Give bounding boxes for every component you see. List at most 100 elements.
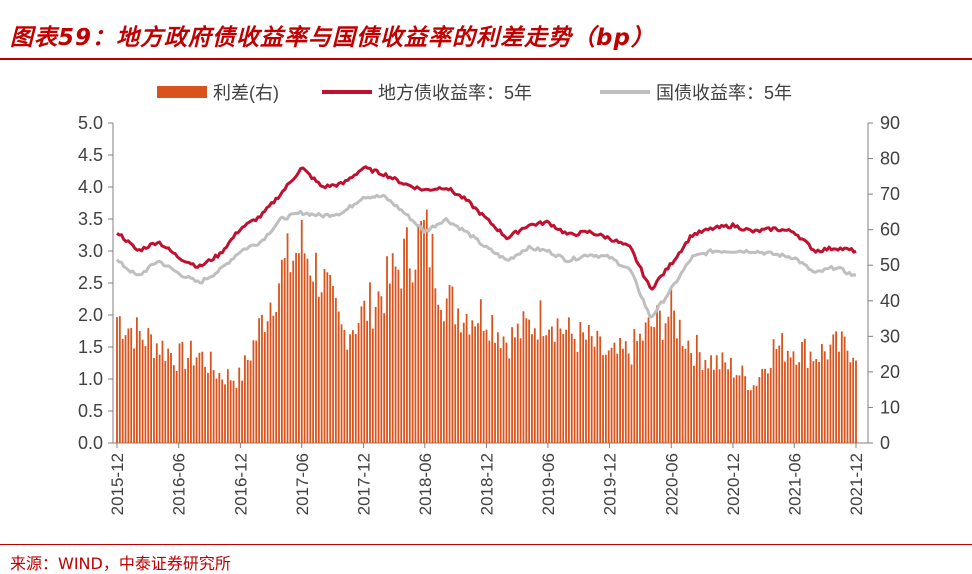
spread-bar	[516, 323, 519, 443]
spread-bar	[701, 369, 704, 443]
spread-bar	[462, 322, 465, 443]
y-left-tick-label: 1.0	[78, 369, 103, 389]
title-rule	[0, 58, 972, 60]
spread-bar	[266, 321, 269, 443]
spread-bar	[144, 346, 147, 443]
spread-bar	[195, 357, 198, 443]
spread-bar	[823, 351, 826, 443]
spread-bar	[596, 330, 599, 443]
spread-bar	[340, 324, 343, 443]
spread-bar	[332, 285, 334, 443]
spread-bar	[133, 348, 135, 443]
spread-bar	[235, 387, 238, 443]
spread-bar	[124, 335, 127, 443]
spread-bar	[269, 302, 272, 443]
spread-bar	[224, 384, 226, 443]
spread-bar	[565, 329, 567, 443]
spread-bar	[550, 326, 553, 443]
spread-bar	[766, 373, 769, 443]
y-left-tick-label: 3.0	[78, 241, 103, 261]
spread-bar	[315, 252, 317, 443]
spread-bar	[161, 340, 164, 443]
spread-bar	[678, 319, 681, 443]
bars-series	[116, 209, 857, 443]
spread-bar	[167, 348, 170, 443]
spread-bar	[448, 284, 451, 443]
spread-bar	[371, 328, 374, 443]
spread-bar	[229, 380, 232, 443]
spread-bar	[425, 209, 428, 443]
spread-bar	[491, 315, 494, 443]
spread-bar	[764, 368, 766, 443]
spread-bar	[360, 306, 363, 443]
spread-bar	[192, 365, 195, 443]
spread-bar	[283, 258, 286, 443]
spread-bar	[738, 375, 741, 443]
spread-bar	[687, 340, 690, 443]
spread-bar	[769, 367, 772, 443]
spread-bar	[394, 266, 397, 443]
spread-bar	[636, 340, 639, 443]
spread-bar	[408, 268, 411, 443]
spread-bar	[522, 311, 525, 443]
spread-bar	[445, 298, 448, 443]
spread-bar	[357, 323, 360, 443]
spread-bar	[343, 330, 346, 443]
spread-bar	[744, 376, 747, 443]
spread-bar	[639, 333, 641, 443]
spread-bar	[218, 373, 221, 443]
spread-bar	[366, 320, 369, 443]
spread-bar	[707, 368, 710, 443]
spread-bar	[840, 331, 843, 443]
spread-bar	[718, 369, 721, 443]
spread-bar	[374, 306, 377, 443]
spread-bar	[201, 351, 204, 443]
spread-bar	[610, 347, 613, 443]
spread-bar	[226, 369, 229, 443]
y-left-tick-label: 2.0	[78, 305, 103, 325]
spread-bar	[585, 339, 587, 443]
spread-bar	[761, 368, 764, 443]
spread-bar	[209, 351, 212, 443]
spread-bar	[477, 323, 479, 443]
spread-bar	[684, 348, 687, 443]
spread-bar	[843, 336, 846, 443]
spread-bar	[525, 318, 528, 443]
spread-bar	[627, 353, 630, 443]
spread-bar	[258, 318, 261, 443]
spread-bar	[334, 297, 337, 443]
spread-bar	[471, 320, 474, 443]
spread-bar	[653, 327, 656, 443]
spread-bar	[698, 352, 701, 443]
spread-bar	[465, 313, 468, 443]
spread-bar	[118, 316, 121, 443]
spread-bar	[835, 331, 838, 443]
spread-bar	[570, 333, 573, 443]
y-left-tick-label: 1.5	[78, 337, 103, 357]
spread-bar	[658, 310, 661, 443]
chart-legend: 利差(右) 地方债收益率：5年 国债收益率：5年	[157, 83, 792, 103]
spread-bar	[735, 375, 738, 443]
spread-bar	[775, 348, 778, 443]
spread-bar	[170, 352, 172, 443]
spread-bar	[792, 351, 795, 443]
spread-bar	[712, 369, 715, 443]
line-series	[115, 165, 857, 319]
spread-bar	[263, 332, 266, 443]
spread-bar	[693, 365, 695, 443]
spread-bar	[710, 355, 712, 443]
spread-bar	[579, 321, 582, 443]
spread-bar	[431, 233, 434, 443]
spread-bar	[147, 328, 150, 443]
spread-bar	[215, 378, 218, 443]
x-tick-label: 2015-12	[108, 453, 127, 515]
legend-label: 利差(右)	[213, 83, 279, 103]
spread-bar	[772, 339, 775, 443]
spread-bar	[650, 326, 653, 443]
spread-bar	[317, 296, 320, 443]
spread-bar	[784, 361, 786, 443]
spread-bar	[602, 355, 604, 443]
spread-bar	[482, 330, 485, 443]
spread-bar	[494, 342, 496, 443]
spread-bar	[292, 260, 295, 443]
